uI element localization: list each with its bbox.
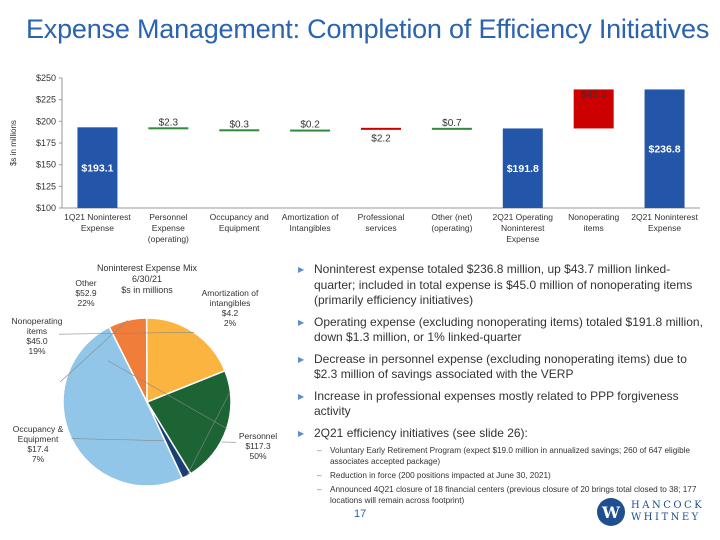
data-label: $191.8 xyxy=(507,163,539,175)
y-tick-label: $250 xyxy=(36,73,56,83)
total-bar xyxy=(502,128,543,208)
bullet-text: 2Q21 efficiency initiatives (see slide 2… xyxy=(314,425,528,440)
data-label: $236.8 xyxy=(648,144,680,156)
bullet-item: Operating expense (excluding nonoperatin… xyxy=(298,315,708,346)
page-number: 17 xyxy=(354,508,367,520)
sub-bullet-item: Voluntary Early Retirement Program (expe… xyxy=(314,445,708,467)
pie-slice-label: 22% xyxy=(77,298,94,308)
x-tick-label: Expense xyxy=(506,234,539,244)
logo-mark-icon: W xyxy=(597,498,625,526)
data-label: $0.7 xyxy=(442,118,462,129)
x-tick-label: Other (net) xyxy=(431,212,472,222)
y-tick-label: $150 xyxy=(36,160,56,170)
delta-bar xyxy=(431,127,472,130)
delta-bar xyxy=(573,89,614,129)
pie-slice-label: intangibles xyxy=(210,298,251,308)
bullet-item: 2Q21 efficiency initiatives (see slide 2… xyxy=(298,426,708,507)
logo-text-line2: WHITNEY xyxy=(631,512,701,523)
pie-slice-label: 19% xyxy=(28,346,45,356)
commentary-bullets: Noninterest expense totaled $236.8 milli… xyxy=(298,262,708,512)
x-tick-label: Expense xyxy=(648,223,681,233)
hancock-whitney-logo: W HANCOCK WHITNEY xyxy=(597,498,704,526)
x-tick-label: Expense xyxy=(81,223,114,233)
pie-slice-label: items xyxy=(27,326,47,336)
x-tick-label: Noninterest xyxy=(501,223,545,233)
pie-slice xyxy=(145,369,232,475)
delta-bar xyxy=(361,127,401,130)
x-tick-label: Amortization of xyxy=(282,212,339,222)
waterfall-chart: $100 $125 $150 $175 $200 $225 $250 $s in millio… xyxy=(9,73,700,244)
y-tick-label: $125 xyxy=(36,181,56,191)
y-tick-label: $225 xyxy=(36,95,56,105)
pie-slice-label: Personnel xyxy=(239,431,277,441)
y-tick-label: $100 xyxy=(36,203,56,213)
data-label: $2.3 xyxy=(159,117,179,128)
x-tick-label: Occupancy and xyxy=(210,212,269,222)
sub-bullet-item: Announced 4Q21 closure of 18 financial c… xyxy=(314,484,708,506)
pie-leader-line xyxy=(107,360,227,429)
pie-slice-label: Equipment xyxy=(18,434,59,444)
total-bar xyxy=(77,127,118,208)
data-label: $0.3 xyxy=(229,119,249,130)
x-tick-label: items xyxy=(584,223,604,233)
pie-slice-label: Amortization of xyxy=(202,288,259,298)
pie-leader-line xyxy=(186,391,231,477)
bullet-item: Decrease in personnel expense (excluding… xyxy=(298,352,708,383)
x-tick-label: Professional xyxy=(358,212,405,222)
pie-title: Noninterest Expense Mix xyxy=(97,263,198,273)
pie-slice-label: $117.3 xyxy=(245,441,271,451)
x-tick-label: 2Q21 Noninterest xyxy=(631,212,698,222)
x-tick-label: Personnel xyxy=(149,212,187,222)
pie-slice-label: 50% xyxy=(249,451,266,461)
x-tick-label: 1Q21 Noninterest xyxy=(64,212,131,222)
pie-leader-line xyxy=(59,320,128,383)
pie-slice xyxy=(146,401,192,480)
y-axis-label: $s in millions xyxy=(9,120,18,166)
x-tick-label: 2Q21 Operating xyxy=(493,212,554,222)
pie-title: 6/30/21 xyxy=(132,274,162,284)
bullet-item: Noninterest expense totaled $236.8 milli… xyxy=(298,262,708,309)
pie-slice-label: $52.9 xyxy=(75,288,97,298)
bullet-item: Increase in professional expenses mostly… xyxy=(298,389,708,420)
pie-slice-label: 2% xyxy=(224,318,237,328)
data-label: $2.2 xyxy=(371,134,391,145)
pie-slice xyxy=(145,317,226,404)
sub-bullet-item: Reduction in force (200 positions impact… xyxy=(314,470,708,481)
pie-leader-line xyxy=(58,332,194,335)
pie-slice-label: 7% xyxy=(32,454,45,464)
total-bar xyxy=(644,89,685,208)
data-label: $193.1 xyxy=(81,163,113,175)
pie-slice-label: Nonoperating xyxy=(11,316,62,326)
x-tick-label: (operating) xyxy=(431,223,472,233)
pie-title: $s in millions xyxy=(121,285,173,295)
y-tick-label: $200 xyxy=(36,116,56,126)
data-label: $0.2 xyxy=(300,120,320,131)
delta-bar xyxy=(148,127,189,130)
sub-bullets: Voluntary Early Retirement Program (expe… xyxy=(314,445,708,506)
x-tick-label: (operating) xyxy=(148,234,189,244)
pie-slice-label: $4.2 xyxy=(222,308,239,318)
x-tick-label: Expense xyxy=(152,223,185,233)
pie-slice-label: Other xyxy=(75,278,96,288)
pie-slice-label: $45.0 xyxy=(26,336,48,346)
x-tick-label: Nonoperating xyxy=(568,212,619,222)
x-tick-label: Equipment xyxy=(219,223,260,233)
logo-text-line1: HANCOCK xyxy=(631,500,705,511)
pie-slice-label: Occupancy & xyxy=(13,424,64,434)
delta-bar xyxy=(290,129,331,132)
y-tick-label: $175 xyxy=(36,138,56,148)
data-label: $45.0 xyxy=(581,89,606,100)
x-tick-label: services xyxy=(365,223,396,233)
delta-bar xyxy=(219,129,260,132)
pie-slice-label: $17.4 xyxy=(27,444,49,454)
slide-title: Expense Management: Completion of Effici… xyxy=(26,14,710,44)
x-tick-label: Intangibles xyxy=(290,223,331,233)
